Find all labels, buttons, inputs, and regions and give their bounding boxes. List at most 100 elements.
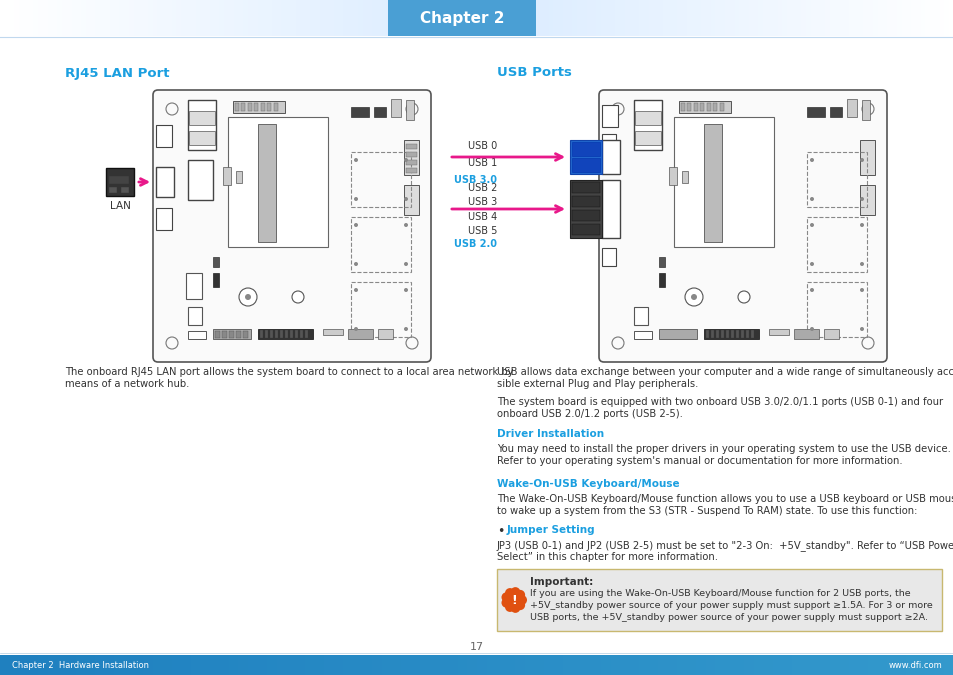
Bar	[172, 0, 177, 36]
Circle shape	[859, 262, 863, 266]
Bar	[295, 0, 301, 36]
Bar	[686, 655, 697, 675]
Bar	[38, 0, 44, 36]
Bar	[476, 655, 487, 675]
Circle shape	[403, 158, 408, 162]
Bar	[186, 273, 202, 299]
Bar	[229, 0, 234, 36]
Bar	[934, 655, 944, 675]
Bar	[362, 0, 368, 36]
Text: Refer to your operating system's manual or documentation for more information.: Refer to your operating system's manual …	[497, 456, 902, 466]
Text: Chapter 2: Chapter 2	[419, 11, 504, 26]
Bar	[86, 655, 96, 675]
Bar	[243, 0, 249, 36]
Circle shape	[354, 288, 357, 292]
Bar	[543, 0, 549, 36]
Bar	[448, 0, 454, 36]
Bar	[257, 0, 263, 36]
Text: !: !	[511, 593, 517, 607]
Bar	[713, 103, 717, 111]
Bar	[829, 655, 840, 675]
Bar	[238, 0, 244, 36]
Bar	[391, 655, 401, 675]
Circle shape	[859, 158, 863, 162]
Bar	[562, 0, 568, 36]
Bar	[781, 0, 787, 36]
Bar	[372, 655, 382, 675]
Bar	[319, 0, 325, 36]
Bar	[210, 0, 215, 36]
Bar	[267, 655, 277, 675]
Bar	[351, 107, 369, 117]
Bar	[272, 0, 277, 36]
Bar	[228, 117, 328, 247]
Bar	[859, 185, 874, 215]
Bar	[406, 160, 416, 165]
Bar	[834, 0, 840, 36]
Bar	[543, 655, 554, 675]
Bar	[143, 655, 153, 675]
Bar	[601, 134, 616, 154]
Bar	[52, 0, 58, 36]
Bar	[862, 0, 868, 36]
Bar	[786, 0, 792, 36]
Text: www.dfi.com: www.dfi.com	[887, 661, 941, 670]
Bar	[634, 100, 661, 150]
Bar	[572, 224, 599, 235]
Bar	[658, 0, 663, 36]
Bar	[634, 331, 651, 339]
Bar	[138, 0, 144, 36]
Bar	[262, 0, 268, 36]
Bar	[901, 0, 906, 36]
Circle shape	[403, 327, 408, 331]
Text: +5V_standby power source of your power supply must support ≥1.5A. For 3 or more: +5V_standby power source of your power s…	[530, 601, 932, 610]
Bar	[572, 196, 599, 207]
Bar	[276, 655, 287, 675]
Bar	[214, 331, 220, 338]
Text: sible external Plug and Play peripherals.: sible external Plug and Play peripherals…	[497, 379, 698, 389]
Bar	[290, 330, 293, 338]
Bar	[915, 0, 921, 36]
Bar	[248, 0, 253, 36]
Bar	[705, 655, 716, 675]
Bar	[481, 0, 487, 36]
Bar	[505, 0, 511, 36]
Bar	[635, 111, 660, 125]
Bar	[659, 273, 664, 287]
Bar	[405, 0, 411, 36]
Bar	[882, 0, 887, 36]
Bar	[403, 185, 418, 215]
Bar	[195, 0, 201, 36]
Text: USB 3.0: USB 3.0	[454, 175, 497, 185]
Bar	[667, 0, 673, 36]
Text: means of a network hub.: means of a network hub.	[65, 379, 190, 389]
Bar	[681, 0, 687, 36]
Bar	[429, 655, 439, 675]
Bar	[724, 655, 735, 675]
Bar	[497, 569, 941, 631]
Bar	[462, 0, 468, 36]
Bar	[329, 0, 335, 36]
Bar	[294, 330, 297, 338]
Bar	[81, 0, 87, 36]
Bar	[133, 655, 144, 675]
Bar	[810, 655, 821, 675]
Bar	[260, 330, 263, 338]
Bar	[715, 655, 725, 675]
Bar	[286, 0, 292, 36]
Bar	[33, 0, 39, 36]
Bar	[386, 0, 392, 36]
Circle shape	[354, 197, 357, 201]
Bar	[700, 103, 703, 111]
Bar	[235, 331, 241, 338]
Bar	[257, 329, 313, 339]
Bar	[238, 655, 249, 675]
Bar	[948, 0, 953, 36]
Circle shape	[515, 600, 524, 610]
Bar	[739, 0, 744, 36]
Bar	[213, 273, 219, 287]
Bar	[634, 307, 647, 325]
Bar	[362, 655, 373, 675]
Bar	[777, 0, 782, 36]
Bar	[381, 655, 392, 675]
